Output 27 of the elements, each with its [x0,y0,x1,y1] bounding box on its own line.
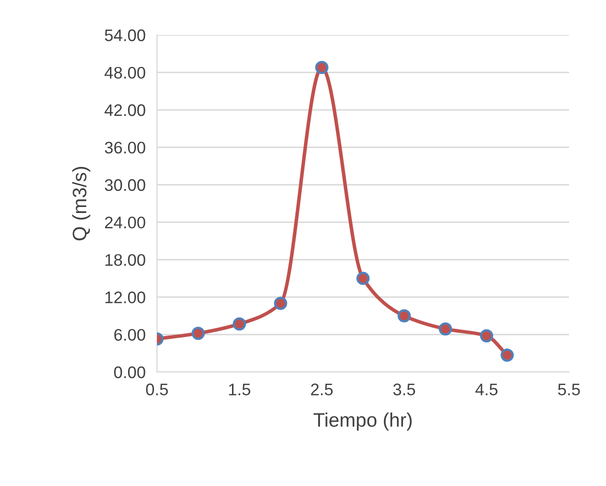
y-tick-label: 18.00 [105,254,146,266]
y-tick-label: 36.00 [104,142,146,154]
point [480,329,494,342]
point [192,326,205,340]
x-tick-label: 4.5 [475,384,498,396]
x-tick-label: 5.5 [558,384,580,396]
point [274,296,288,310]
point [438,322,452,336]
x-tick-label: 1.5 [229,384,250,396]
x-tick-label: 0.5 [146,384,168,396]
y-tick-label: 24.00 [105,216,146,228]
y-tick-label: 6.00 [114,328,146,341]
x-tick-label: 3.5 [393,384,416,396]
point [232,317,246,331]
y-tick-label: 0.00 [114,366,146,378]
x-tick-label: 2.5 [311,384,333,396]
y-tick-label: 42.00 [104,104,146,116]
y-tick-label: 30.00 [104,179,146,191]
point [398,309,411,322]
point [356,272,370,285]
y-tick-label: 48.00 [104,66,146,79]
y-axis-title: Q (m3/s) [72,166,90,240]
point [315,60,328,74]
x-axis-title: Tiempo (hr) [314,412,412,431]
y-tick-label: 54.00 [104,29,146,42]
point [500,348,514,362]
y-tick-label: 12.00 [105,292,146,304]
